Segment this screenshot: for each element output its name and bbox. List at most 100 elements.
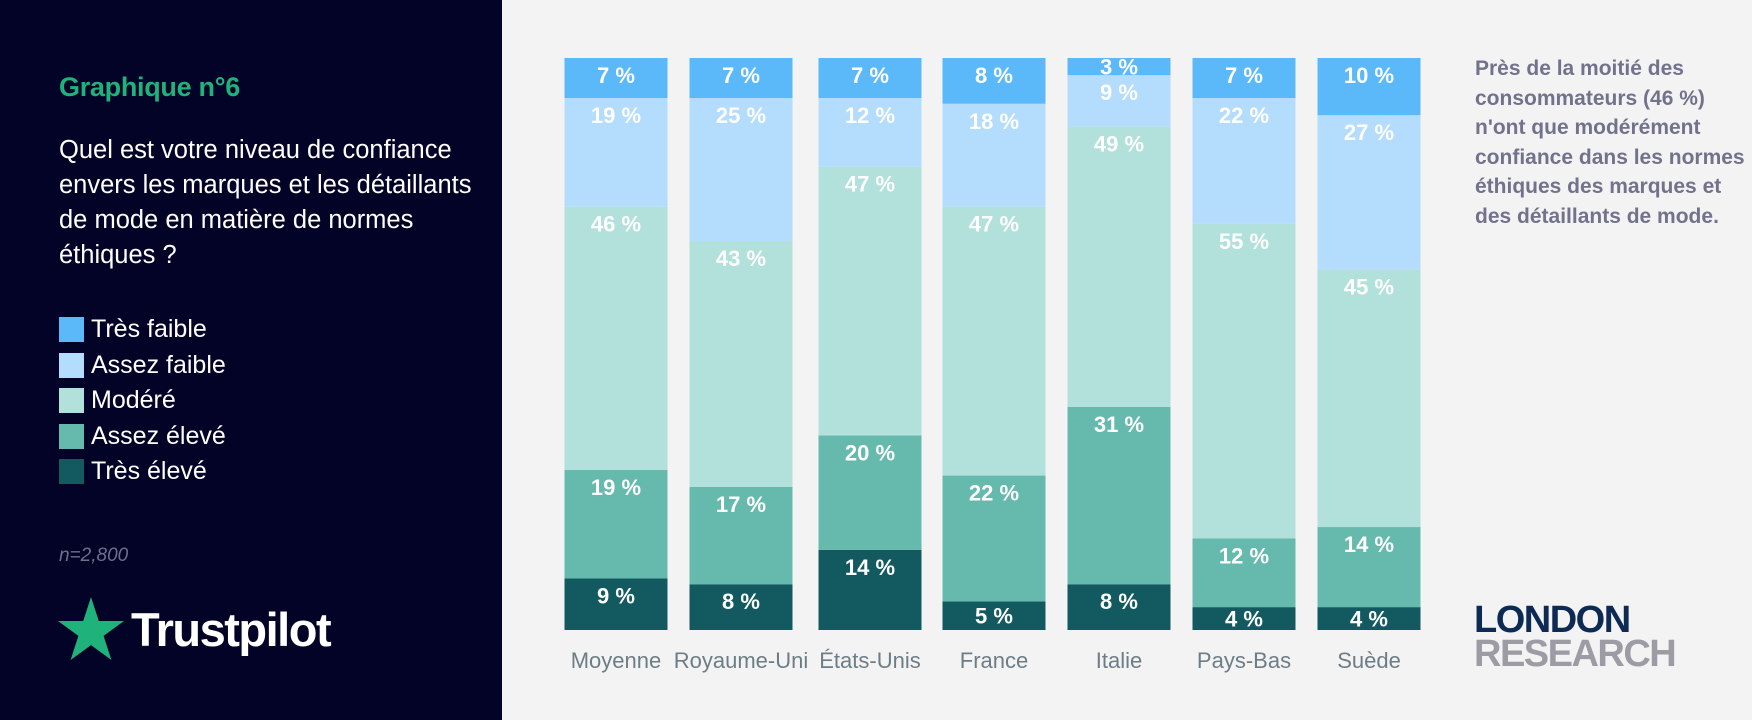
data-label: 12 % xyxy=(1219,543,1269,568)
data-label: 8 % xyxy=(975,63,1013,88)
data-label: 47 % xyxy=(969,212,1019,237)
data-label: 55 % xyxy=(1219,229,1269,254)
chart-number-label: Graphique n°6 xyxy=(59,72,240,102)
bar-segment xyxy=(564,58,668,99)
brand-name: Trustpilot xyxy=(131,602,332,656)
data-label: 3 % xyxy=(1100,55,1138,80)
category-label: France xyxy=(960,648,1028,673)
left-panel: Graphique n°6 Quel est votre niveau de c… xyxy=(0,0,502,720)
bar-segment xyxy=(1317,607,1421,630)
data-label: 45 % xyxy=(1344,275,1394,300)
legend-item-tres-eleve: Très élevé xyxy=(59,454,226,490)
category-label: États-Unis xyxy=(819,648,920,673)
data-label: 5 % xyxy=(975,604,1013,629)
bar-segment xyxy=(1192,607,1296,630)
bar-segment xyxy=(1317,269,1421,528)
bar-segment xyxy=(818,549,922,630)
bar-segment xyxy=(818,166,922,436)
bar-segment xyxy=(1067,126,1171,407)
bar-segment xyxy=(942,206,1046,476)
bar-segment xyxy=(1317,58,1421,116)
bar-segment xyxy=(689,98,793,242)
data-label: 12 % xyxy=(845,103,895,128)
data-label: 49 % xyxy=(1094,132,1144,157)
legend-swatch xyxy=(59,459,84,485)
bar-segment xyxy=(942,601,1046,630)
data-label: 20 % xyxy=(845,441,895,466)
data-label: 19 % xyxy=(591,103,641,128)
sample-size: n=2,800 xyxy=(59,545,129,566)
bar-segment xyxy=(1192,538,1296,608)
data-label: 7 % xyxy=(1225,63,1263,88)
bar-segment xyxy=(689,241,793,487)
data-label: 25 % xyxy=(716,103,766,128)
legend: Très faible Assez faible Modéré Assez él… xyxy=(59,312,226,490)
legend-label: Très élevé xyxy=(91,457,207,486)
data-label: 9 % xyxy=(1100,80,1138,105)
category-label: Suède xyxy=(1337,648,1401,673)
bar-segment xyxy=(564,98,668,207)
bar-segment xyxy=(564,206,668,470)
legend-label: Modéré xyxy=(91,386,176,415)
bar-segment xyxy=(1067,75,1171,127)
trustpilot-logo: Trustpilot xyxy=(58,597,332,661)
data-label: 46 % xyxy=(591,212,641,237)
data-label: 7 % xyxy=(851,63,889,88)
legend-item-assez-faible: Assez faible xyxy=(59,348,226,384)
london-research-logo: LONDON RESEARCH xyxy=(1474,599,1677,676)
data-label: 22 % xyxy=(1219,103,1269,128)
bar-segment xyxy=(689,487,793,585)
data-label: 4 % xyxy=(1350,607,1388,632)
bar-segment xyxy=(1067,406,1171,585)
bar-segment xyxy=(942,475,1046,602)
data-label: 9 % xyxy=(597,584,635,609)
category-label: Pays-Bas xyxy=(1197,648,1291,673)
legend-label: Très faible xyxy=(91,315,207,344)
bar-segment xyxy=(942,103,1046,207)
bar-segment xyxy=(1192,98,1296,224)
data-label: 14 % xyxy=(1344,532,1394,557)
bar-segment xyxy=(564,578,668,630)
data-label: 4 % xyxy=(1225,607,1263,632)
legend-swatch xyxy=(59,317,84,343)
data-label: 47 % xyxy=(845,172,895,197)
bar-segment xyxy=(1317,527,1421,608)
legend-label: Assez élevé xyxy=(91,421,226,450)
bar-segment xyxy=(1192,58,1296,99)
legend-item-tres-faible: Très faible xyxy=(59,312,226,348)
category-label: Royaume-Uni xyxy=(674,648,809,673)
category-label: Italie xyxy=(1096,648,1142,673)
data-label: 18 % xyxy=(969,109,1019,134)
legend-swatch xyxy=(59,423,84,449)
bar-segment xyxy=(689,58,793,99)
data-label: 22 % xyxy=(969,481,1019,506)
legend-item-modere: Modéré xyxy=(59,383,226,419)
bar-segment xyxy=(818,435,922,550)
star-icon xyxy=(58,597,124,660)
data-label: 8 % xyxy=(722,589,760,614)
bar-segment xyxy=(564,469,668,579)
chart-question: Quel est votre niveau de confiance enver… xyxy=(59,136,472,269)
bar-segment xyxy=(1192,223,1296,539)
data-label: 27 % xyxy=(1344,120,1394,145)
category-label: Moyenne xyxy=(571,648,662,673)
stacked-bar-chart: 9 % 19 % 46 % 19 % 7 % Moyenne 8 % 17 % 43 % 25 %… xyxy=(564,55,1421,673)
data-label: 43 % xyxy=(716,246,766,271)
data-label: 7 % xyxy=(597,63,635,88)
logo-line-1: LONDON xyxy=(1474,599,1631,641)
data-label: 17 % xyxy=(716,492,766,517)
data-label: 7 % xyxy=(722,63,760,88)
legend-swatch xyxy=(59,352,84,378)
bar-segment xyxy=(942,58,1046,104)
bar-segment xyxy=(818,58,922,99)
bar-segment xyxy=(1317,115,1421,270)
logo-line-2: RESEARCH xyxy=(1474,633,1677,676)
legend-item-assez-eleve: Assez élevé xyxy=(59,419,226,455)
legend-swatch xyxy=(59,388,84,414)
insight-note: Près de la moitié des consommateurs (46 … xyxy=(1475,57,1745,228)
bar-segment xyxy=(818,98,922,167)
data-label: 10 % xyxy=(1344,63,1394,88)
bar-segment xyxy=(1067,584,1171,630)
data-label: 8 % xyxy=(1100,589,1138,614)
data-label: 19 % xyxy=(591,475,641,500)
